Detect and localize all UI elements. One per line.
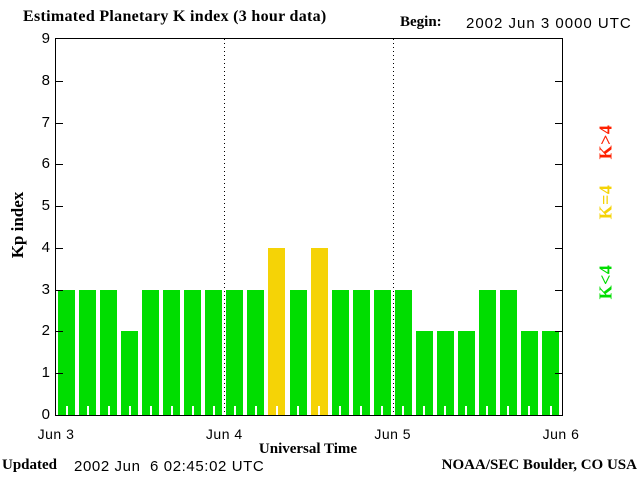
x-minor-tick [528, 406, 531, 415]
x-minor-tick [65, 406, 68, 415]
x-minor-tick [339, 406, 342, 415]
kp-bar [58, 289, 75, 415]
x-minor-tick [86, 406, 89, 415]
plot-area [55, 38, 563, 416]
x-tick-label: Jun 4 [205, 426, 243, 442]
x-minor-tick [381, 406, 384, 415]
x-minor-tick [486, 406, 489, 415]
x-minor-tick [275, 406, 278, 415]
y-tick-right [555, 206, 562, 208]
y-tick-left [56, 206, 63, 208]
kp-bar [394, 289, 412, 415]
x-minor-tick [170, 406, 173, 415]
x-minor-tick [212, 406, 215, 415]
kp-bar [542, 331, 559, 415]
kp-bar [436, 331, 454, 415]
y-tick-label: 0 [41, 406, 50, 423]
kp-bar [331, 289, 349, 415]
day-boundary-gridline [392, 39, 394, 415]
y-tick-right [555, 122, 562, 124]
x-minor-tick [128, 406, 131, 415]
y-tick-label: 7 [41, 113, 50, 131]
x-minor-tick [549, 406, 552, 415]
y-tick-label: 2 [41, 322, 50, 340]
x-minor-tick [149, 406, 152, 415]
y-tick-left [56, 122, 63, 124]
x-minor-tick [402, 406, 405, 415]
kp-bar [478, 289, 496, 415]
kp-bar [457, 331, 475, 415]
kp-bar [142, 289, 160, 415]
begin-label: Begin: [400, 14, 442, 30]
source-credit: NOAA/SEC Boulder, CO USA [441, 457, 637, 473]
x-minor-tick [423, 406, 426, 415]
legend-k-eq-4: K=4 [595, 184, 616, 220]
kp-bar [79, 289, 96, 415]
kp-bar [373, 289, 391, 415]
kp-bar [352, 289, 370, 415]
y-tick-right [555, 164, 562, 166]
x-minor-tick [318, 406, 320, 415]
y-tick-label: 6 [41, 155, 50, 173]
x-minor-tick [465, 406, 468, 415]
kp-bar [247, 289, 265, 415]
legend-k-gt-4: K>4 [595, 124, 616, 160]
y-tick-left [56, 289, 63, 291]
kp-bar [499, 289, 517, 415]
kp-bar [163, 289, 181, 415]
x-minor-tick [507, 406, 510, 415]
chart-title: Estimated Planetary K index (3 hour data… [23, 8, 327, 25]
legend-k-lt-4: K<4 [595, 264, 616, 300]
x-minor-tick [191, 406, 194, 415]
y-tick-label: 1 [41, 364, 50, 382]
x-tick-label: Jun 5 [374, 426, 412, 442]
x-tick-label: Jun 6 [542, 426, 580, 442]
kp-bar [184, 289, 202, 415]
kp-bar [100, 289, 118, 415]
kp-bar [310, 247, 328, 415]
day-boundary-gridline [224, 39, 226, 415]
x-minor-tick [297, 406, 299, 415]
x-minor-tick [107, 406, 110, 415]
y-tick-right [555, 373, 562, 375]
y-tick-right [555, 247, 562, 249]
x-minor-tick [254, 406, 257, 415]
y-tick-right [555, 331, 562, 333]
x-tick-label: Jun 3 [37, 426, 75, 442]
kp-bar [205, 289, 223, 415]
x-minor-tick [233, 406, 236, 415]
y-tick-label: 5 [41, 197, 50, 215]
y-tick-right [555, 289, 562, 291]
updated-label: Updated [2, 457, 58, 473]
y-tick-label: 8 [41, 71, 50, 89]
x-minor-tick [360, 406, 363, 415]
kp-bar [121, 331, 139, 415]
kp-bar [226, 289, 244, 415]
x-minor-tick [444, 406, 447, 415]
y-tick-label: 4 [41, 238, 50, 256]
begin-value: 2002 Jun 3 0000 UTC [466, 15, 632, 32]
x-axis-title: Universal Time [258, 441, 358, 457]
y-tick-left [56, 80, 63, 82]
y-tick-right [555, 80, 562, 82]
updated-timestamp: 2002 Jun 6 02:45:02 UTC [74, 458, 265, 475]
y-tick-label: 9 [41, 30, 50, 47]
kp-bar [520, 331, 538, 415]
kp-bar [289, 289, 307, 415]
y-tick-left [56, 247, 63, 249]
y-tick-left [56, 373, 63, 375]
kp-bar [268, 247, 286, 415]
y-tick-left [56, 164, 63, 166]
y-tick-label: 3 [41, 280, 50, 298]
kp-bar [415, 331, 433, 415]
y-tick-left [56, 331, 63, 333]
